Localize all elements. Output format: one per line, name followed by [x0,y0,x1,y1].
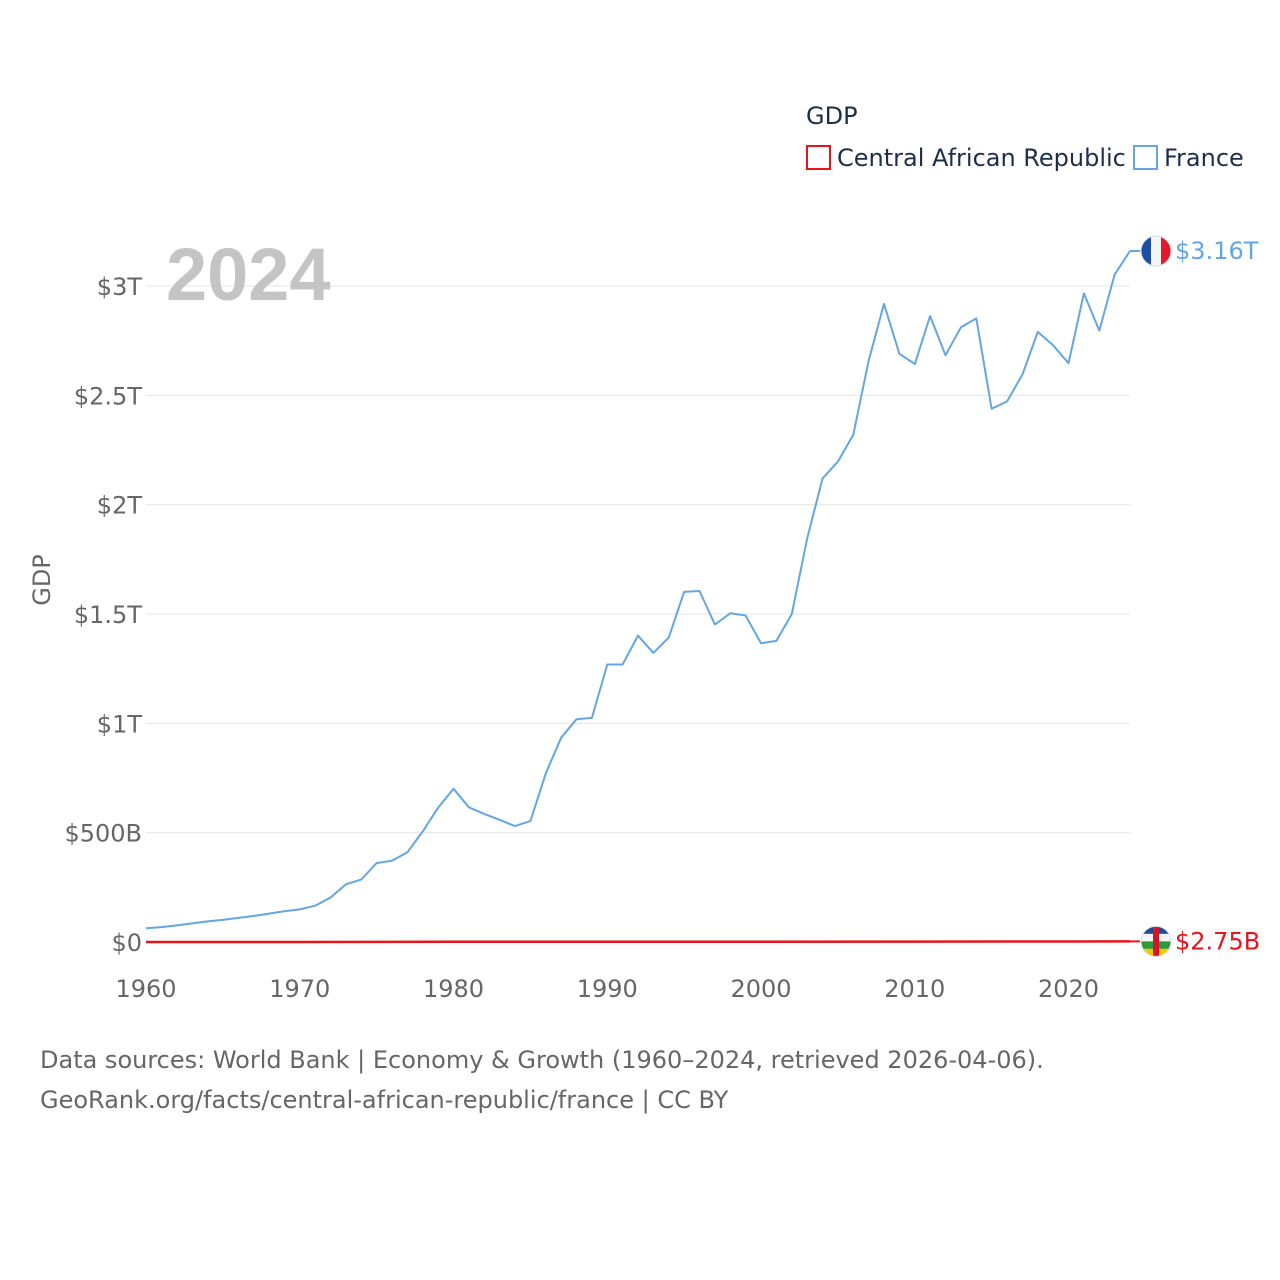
y-tick-label: $2T [97,492,143,520]
sources-line-1: Data sources: World Bank | Economy & Gro… [40,1046,1044,1074]
france-flag-icon [1140,235,1172,267]
sources-line-2[interactable]: GeoRank.org/facts/central-african-republ… [40,1086,729,1114]
x-tick-label: 2020 [1038,975,1099,1003]
x-axis-ticks: 1960 1970 1980 1990 2000 2010 2020 [115,975,1099,1003]
series-line-car[interactable] [146,940,1131,944]
legend-title: GDP [806,102,858,130]
legend-swatch-car[interactable] [806,145,831,170]
x-tick-label: 2010 [884,975,945,1003]
data-sources: Data sources: World Bank | Economy & Gro… [40,1040,1044,1120]
y-tick-label: $2.5T [74,382,142,410]
end-markers: $2.75B $3.16T [1130,235,1260,957]
x-tick-label: 2000 [730,975,791,1003]
x-tick-label: 1960 [115,975,176,1003]
x-tick-label: 1990 [577,975,638,1003]
end-value-label-car: $2.75B [1175,927,1260,955]
car-flag-icon [1140,925,1172,957]
y-tick-label: $1T [97,710,143,738]
y-tick-label: $0 [111,929,142,957]
gridlines [146,285,1130,943]
end-value-label-france: $3.16T [1175,237,1259,265]
y-tick-label: $500B [64,820,142,848]
series-lines [145,250,1131,944]
y-axis-ticks: $0 $500B $1T $1.5T $2T $2.5T $3T [64,273,142,957]
series-line-france[interactable] [145,250,1131,930]
y-tick-label: $1.5T [74,601,142,629]
y-axis-label: GDP [28,554,56,606]
legend-swatch-france[interactable] [1133,145,1158,170]
legend-label-france[interactable]: France [1164,144,1244,172]
legend-label-car[interactable]: Central African Republic [837,144,1126,172]
x-tick-label: 1980 [423,975,484,1003]
x-tick-label: 1970 [269,975,330,1003]
y-tick-label: $3T [97,273,143,301]
legend: GDP Central African Republic France [806,102,1244,172]
year-watermark: 2024 [166,233,331,316]
